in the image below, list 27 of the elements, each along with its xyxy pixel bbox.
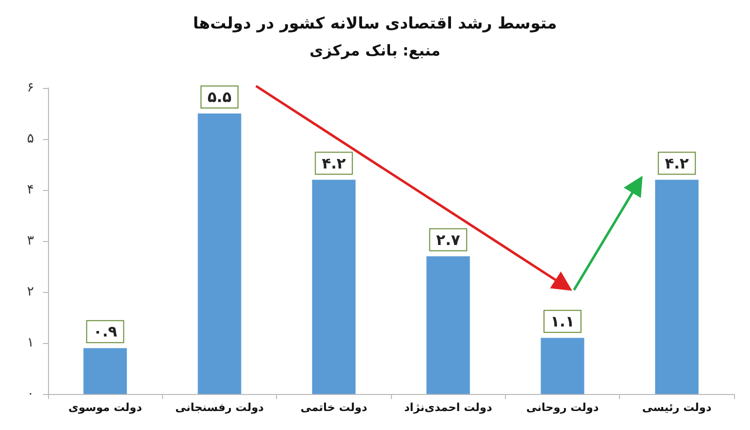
bar xyxy=(83,348,127,394)
data-label: ۱.۱ xyxy=(550,312,575,330)
y-tick-label: ۴ xyxy=(27,182,34,198)
x-tick-label: دولت احمدی‌نژاد xyxy=(404,401,493,414)
chart-title: متوسط رشد اقتصادی سالانه کشور در دولت‌ها xyxy=(193,14,557,32)
x-tick-label: دولت موسوی xyxy=(68,401,142,414)
x-tick-label: دولت رفسنجانی xyxy=(175,401,264,414)
y-tick-label: ۰ xyxy=(27,386,34,402)
data-label: ۲.۷ xyxy=(436,230,460,249)
x-tick-label: دولت روحانی xyxy=(526,401,600,414)
y-tick-label: ۶ xyxy=(27,80,34,96)
data-label: ۰.۹ xyxy=(93,322,118,341)
bar xyxy=(540,338,584,394)
x-tick-label: دولت خاتمی xyxy=(300,401,368,414)
bar xyxy=(655,180,699,394)
y-tick-label: ۳ xyxy=(27,234,34,248)
data-label: ۵.۵ xyxy=(207,88,232,106)
y-tick-label: ۵ xyxy=(27,132,34,146)
bar xyxy=(426,256,470,394)
y-tick-label: ۲ xyxy=(27,284,34,300)
bar xyxy=(198,114,242,394)
data-label: ۴.۲ xyxy=(664,154,689,172)
chart-subtitle: منبع: بانک مرکزی xyxy=(310,42,440,60)
y-tick-label: ۱ xyxy=(27,336,34,350)
data-label: ۴.۲ xyxy=(322,154,346,172)
bar xyxy=(312,180,356,394)
x-tick-label: دولت رئیسی xyxy=(642,401,712,414)
